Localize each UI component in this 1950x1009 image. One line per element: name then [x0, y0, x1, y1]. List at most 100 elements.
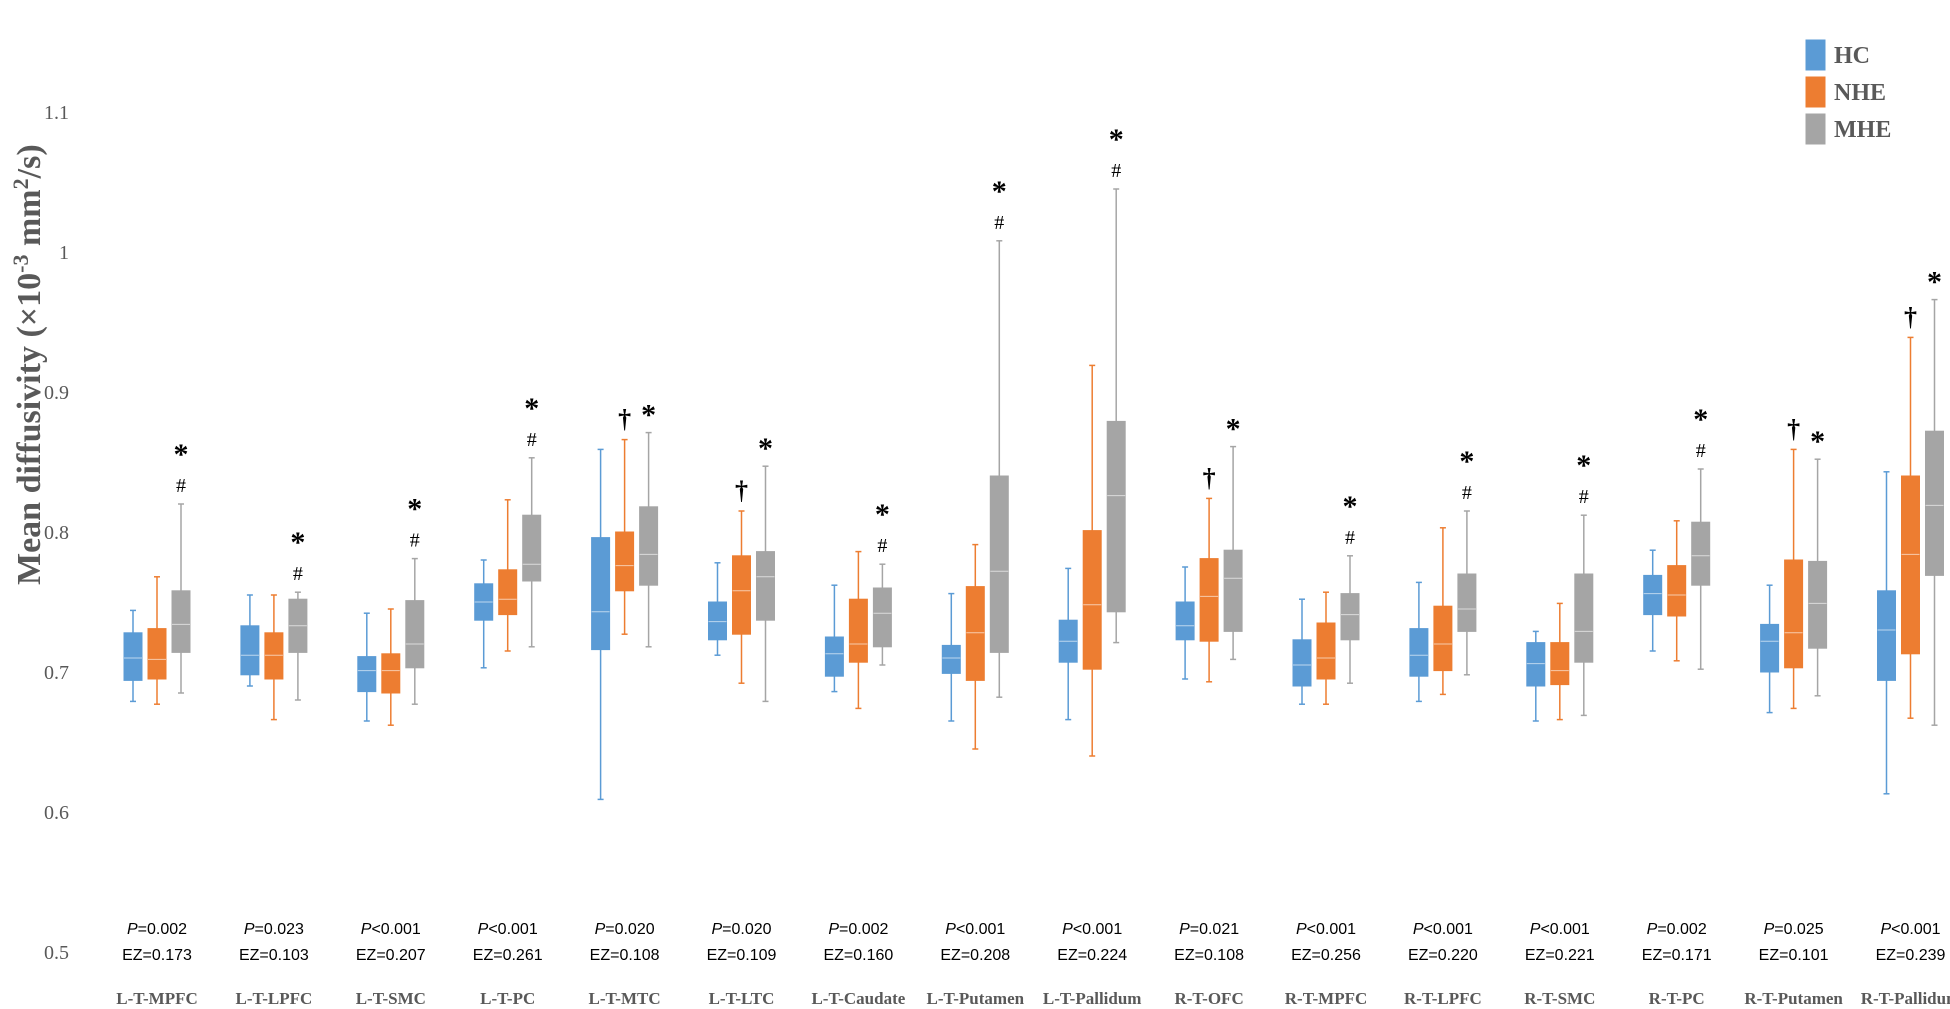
box-mhe: *: [1808, 425, 1828, 697]
p-value-label: P=0.023: [244, 921, 304, 938]
box-iqr: [1877, 590, 1896, 681]
p-symbol: P: [361, 921, 372, 938]
box-iqr: [1808, 560, 1828, 649]
significance-mark: #: [1462, 482, 1472, 504]
x-tick-label: R-T-Putamen: [1744, 989, 1843, 1008]
significance-mark: #: [994, 212, 1004, 234]
p-value-label: P<0.001: [1413, 921, 1473, 938]
ez-value-label: EZ=0.224: [1057, 947, 1127, 964]
ez-value-label: EZ=0.256: [1291, 947, 1361, 964]
p-symbol: P: [1296, 921, 1307, 938]
box-hc: [1643, 549, 1663, 652]
legend-label-hc: HC: [1834, 43, 1870, 69]
x-tick-label: R-T-MPFC: [1285, 989, 1367, 1008]
x-tick-label: L-T-LTC: [709, 989, 775, 1008]
box-hc: [1292, 598, 1312, 705]
p-value-label: P=0.025: [1764, 921, 1824, 938]
box-mhe: #*: [1574, 449, 1594, 717]
significance-mark: #: [1345, 527, 1355, 549]
significance-mark: *: [1343, 490, 1358, 523]
y-tick-label: 0.6: [44, 802, 69, 824]
box-mhe: #*: [288, 526, 308, 701]
p-value: <0.001: [488, 921, 537, 938]
box-hc: [1058, 567, 1078, 721]
ez-value-label: EZ=0.101: [1759, 947, 1829, 964]
y-axis: 0.50.60.70.80.911.11.2: [44, 102, 69, 964]
significance-mark: †: [618, 405, 631, 434]
box-iqr: [872, 587, 892, 648]
x-tick-label: L-T-LPFC: [235, 989, 312, 1008]
plot-area: #*P=0.002EZ=0.173L-T-MPFC#*P=0.023EZ=0.1…: [116, 123, 1950, 1008]
significance-mark: *: [1810, 425, 1825, 458]
significance-mark: *: [875, 498, 890, 531]
ez-value-label: EZ=0.239: [1876, 947, 1946, 964]
box-iqr: [381, 653, 401, 694]
box-iqr: [147, 628, 167, 680]
category-group: † * P=0.025 EZ=0.101 R-T-Putamen: [1744, 414, 1843, 1008]
p-value-label: P=0.002: [828, 921, 888, 938]
significance-mark: *: [1576, 449, 1591, 482]
category-group: † * P=0.021 EZ=0.108 R-T-OFC: [1174, 413, 1244, 1008]
box-iqr: [1106, 420, 1126, 613]
y-tick-label: 1.1: [44, 102, 69, 124]
significance-mark: *: [1226, 413, 1241, 446]
box-nhe: [264, 594, 284, 721]
significance-mark: *: [174, 438, 189, 471]
box-iqr: [965, 586, 985, 681]
p-value-label: P=0.021: [1179, 921, 1239, 938]
category-group: † * P=0.020 EZ=0.109 L-T-LTC: [707, 432, 777, 1008]
box-nhe: †: [615, 405, 635, 635]
p-value: =0.023: [255, 921, 304, 938]
box-iqr: [1316, 622, 1336, 680]
box-iqr: [240, 625, 260, 676]
box-mhe: #*: [1106, 123, 1126, 644]
ez-value-label: EZ=0.220: [1408, 947, 1478, 964]
box-hc: [591, 448, 611, 801]
p-value: <0.001: [956, 921, 1005, 938]
box-nhe: [848, 550, 868, 710]
box-iqr: [1643, 574, 1663, 616]
significance-mark: #: [527, 429, 537, 451]
y-tick-label: 0.7: [44, 662, 69, 684]
box-iqr: [989, 475, 1009, 653]
box-mhe: *: [1223, 413, 1243, 661]
box-nhe: †: [1901, 302, 1920, 719]
p-value-label: P<0.001: [478, 921, 538, 938]
p-value-label: P=0.020: [595, 921, 655, 938]
significance-mark: *: [1459, 445, 1474, 478]
box-hc: [1526, 630, 1546, 722]
box-mhe: *: [1925, 266, 1944, 726]
significance-mark: *: [1927, 266, 1942, 299]
box-iqr: [171, 590, 191, 653]
box-iqr: [756, 551, 775, 621]
p-value-label: P<0.001: [1530, 921, 1590, 938]
significance-mark: #: [1111, 160, 1121, 182]
box-hc: [824, 584, 844, 693]
box-nhe: [1082, 364, 1102, 757]
box-mhe: *: [756, 432, 775, 703]
x-tick-label: L-T-Putamen: [926, 989, 1024, 1008]
box-nhe: [1667, 520, 1687, 662]
x-tick-label: R-T-LPFC: [1404, 989, 1482, 1008]
significance-mark: †: [1787, 414, 1800, 443]
ez-value-label: EZ=0.207: [356, 947, 426, 964]
p-symbol: P: [828, 921, 839, 938]
significance-mark: †: [1904, 302, 1917, 331]
p-value: =0.025: [1774, 921, 1823, 938]
box-hc: [357, 612, 377, 722]
x-tick-label: L-T-MTC: [589, 989, 661, 1008]
box-iqr: [1526, 642, 1546, 687]
significance-mark: *: [992, 175, 1007, 208]
box-nhe: [1433, 527, 1453, 696]
box-mhe: #*: [1691, 403, 1711, 670]
box-iqr: [357, 656, 377, 693]
box-nhe: [381, 608, 401, 726]
p-value: <0.001: [1891, 921, 1940, 938]
p-value: =0.002: [839, 921, 888, 938]
box-hc: [1760, 584, 1780, 714]
legend-swatch-mhe: [1805, 113, 1826, 145]
p-value: <0.001: [1424, 921, 1473, 938]
box-hc: [1175, 566, 1195, 680]
